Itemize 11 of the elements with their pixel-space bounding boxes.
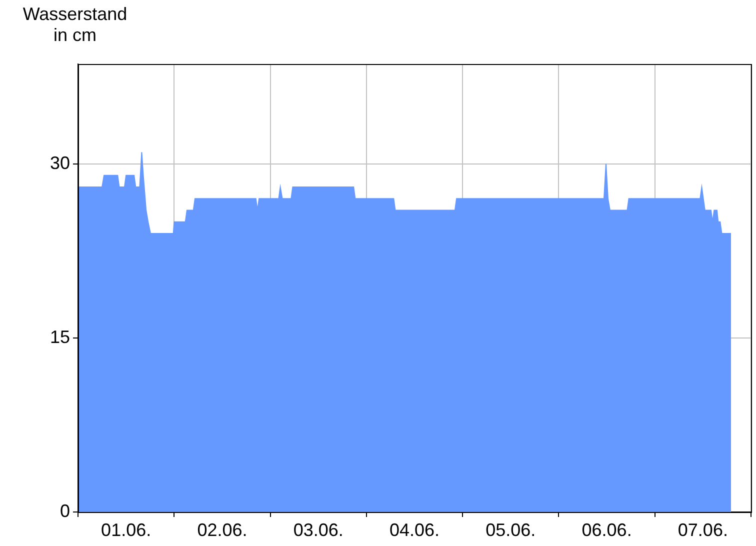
x-tick-label: 01.06.: [101, 520, 152, 540]
x-tick-label: 06.06.: [582, 520, 632, 540]
x-tick-label: 07.06.: [678, 520, 728, 540]
y-axis-title: Wasserstand in cm: [22, 4, 128, 46]
x-tick-label: 05.06.: [486, 520, 536, 540]
x-tick-label: 04.06.: [389, 520, 440, 540]
x-tick-label: 02.06.: [197, 520, 248, 540]
x-tick-label: 03.06.: [293, 520, 344, 540]
y-tick-label: 15: [50, 326, 70, 347]
y-tick-label: 30: [50, 152, 70, 173]
y-tick-label: 0: [60, 500, 70, 521]
